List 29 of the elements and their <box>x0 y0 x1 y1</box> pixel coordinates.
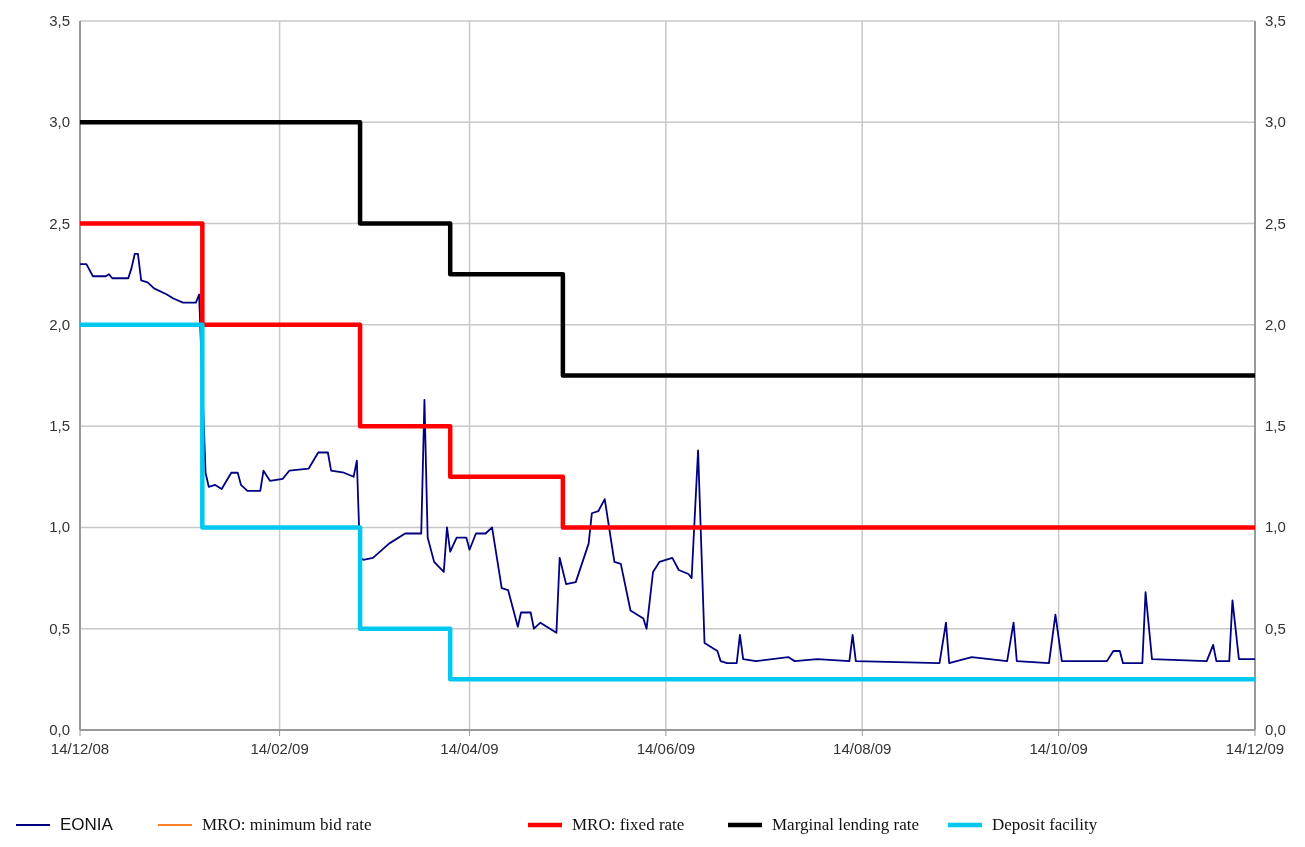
x-tick-label: 14/06/09 <box>636 740 696 757</box>
y-tick-label: 3,5 <box>49 12 70 29</box>
x-tick-label: 14/02/09 <box>250 740 309 757</box>
legend-label: Marginal lending rate <box>772 815 919 834</box>
y2-tick-label: 3,5 <box>1265 12 1286 29</box>
y2-tick-label: 1,5 <box>1265 417 1286 435</box>
y-tick-label: 2,0 <box>49 315 70 333</box>
legend-label: MRO: fixed rate <box>572 815 685 834</box>
x-tick-label: 14/10/09 <box>1029 740 1088 757</box>
y-tick-label: 0,0 <box>49 721 70 738</box>
y-tick-label: 1,5 <box>49 417 70 435</box>
line-series <box>79 253 1256 665</box>
y2-tick-label: 0,5 <box>1265 619 1286 637</box>
y-tick-label: 1,0 <box>49 518 70 536</box>
y2-tick-label: 3,0 <box>1265 113 1286 131</box>
y2-tick-label: 2,0 <box>1265 315 1286 333</box>
y2-tick-label: 0,0 <box>1265 721 1286 738</box>
y-tick-label: 2,5 <box>49 214 70 232</box>
x-tick-label: 14/08/09 <box>833 740 892 757</box>
y-tick-label: 3,0 <box>49 113 70 131</box>
x-tick-label: 14/12/09 <box>1225 740 1285 757</box>
legend-label: MRO: minimum bid rate <box>202 815 372 834</box>
y2-tick-label: 1,0 <box>1265 518 1286 536</box>
y2-tick-label: 2,5 <box>1265 214 1286 232</box>
x-tick-label: 14/04/09 <box>440 740 499 757</box>
x-tick-label: 14/12/08 <box>50 740 110 757</box>
y-tick-label: 0,5 <box>49 619 70 637</box>
legend-label: Deposit facility <box>992 815 1098 834</box>
legend-label: EONIA <box>60 815 114 834</box>
